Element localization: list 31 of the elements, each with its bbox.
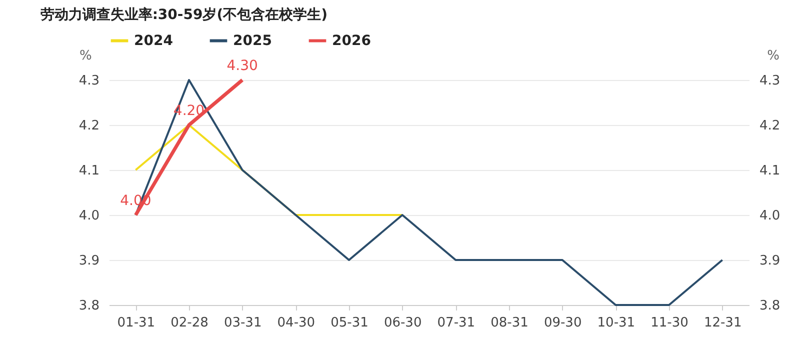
x-tick-label: 01-31 bbox=[117, 316, 156, 330]
x-tick-label: 06-30 bbox=[384, 316, 422, 330]
y-tick-label: 4.3 bbox=[78, 74, 100, 88]
legend-label: 2025 bbox=[233, 32, 272, 49]
y-axis-title: % bbox=[80, 48, 92, 64]
y-tick-label: 4.0 bbox=[78, 208, 100, 224]
y2-tick-label: 3.9 bbox=[760, 254, 780, 268]
y-tick-label: 3.8 bbox=[78, 298, 100, 314]
data-label: 4.30 bbox=[226, 58, 258, 74]
y2-tick-label: 4.3 bbox=[760, 74, 780, 88]
x-tick-label: 03-31 bbox=[224, 316, 262, 330]
legend-label: 2026 bbox=[332, 32, 371, 49]
y2-axis-title: % bbox=[767, 48, 780, 64]
x-tick-label: 10-31 bbox=[597, 316, 636, 330]
y2-tick-label: 4.2 bbox=[760, 118, 780, 134]
legend-label: 2024 bbox=[134, 32, 174, 49]
x-tick-label: 09-30 bbox=[544, 316, 582, 330]
x-tick-label: 11-30 bbox=[650, 316, 688, 330]
x-tick-label: 12-31 bbox=[704, 316, 742, 330]
y-tick-label: 4.1 bbox=[78, 164, 100, 178]
chart-title: 劳动力调查失业率:30-59岁(不包含在校学生) bbox=[40, 6, 328, 23]
x-tick-label: 04-30 bbox=[277, 316, 316, 330]
y2-tick-label: 4.0 bbox=[760, 208, 780, 224]
y2-tick-label: 3.8 bbox=[760, 298, 780, 314]
x-tick-label: 02-28 bbox=[170, 316, 208, 330]
y2-tick-label: 4.1 bbox=[760, 164, 780, 178]
y-tick-label: 3.9 bbox=[78, 254, 100, 268]
y-tick-label: 4.2 bbox=[78, 118, 100, 134]
x-tick-label: 08-31 bbox=[490, 316, 528, 330]
x-tick-label: 05-31 bbox=[330, 316, 368, 330]
x-tick-label: 07-31 bbox=[437, 316, 476, 330]
